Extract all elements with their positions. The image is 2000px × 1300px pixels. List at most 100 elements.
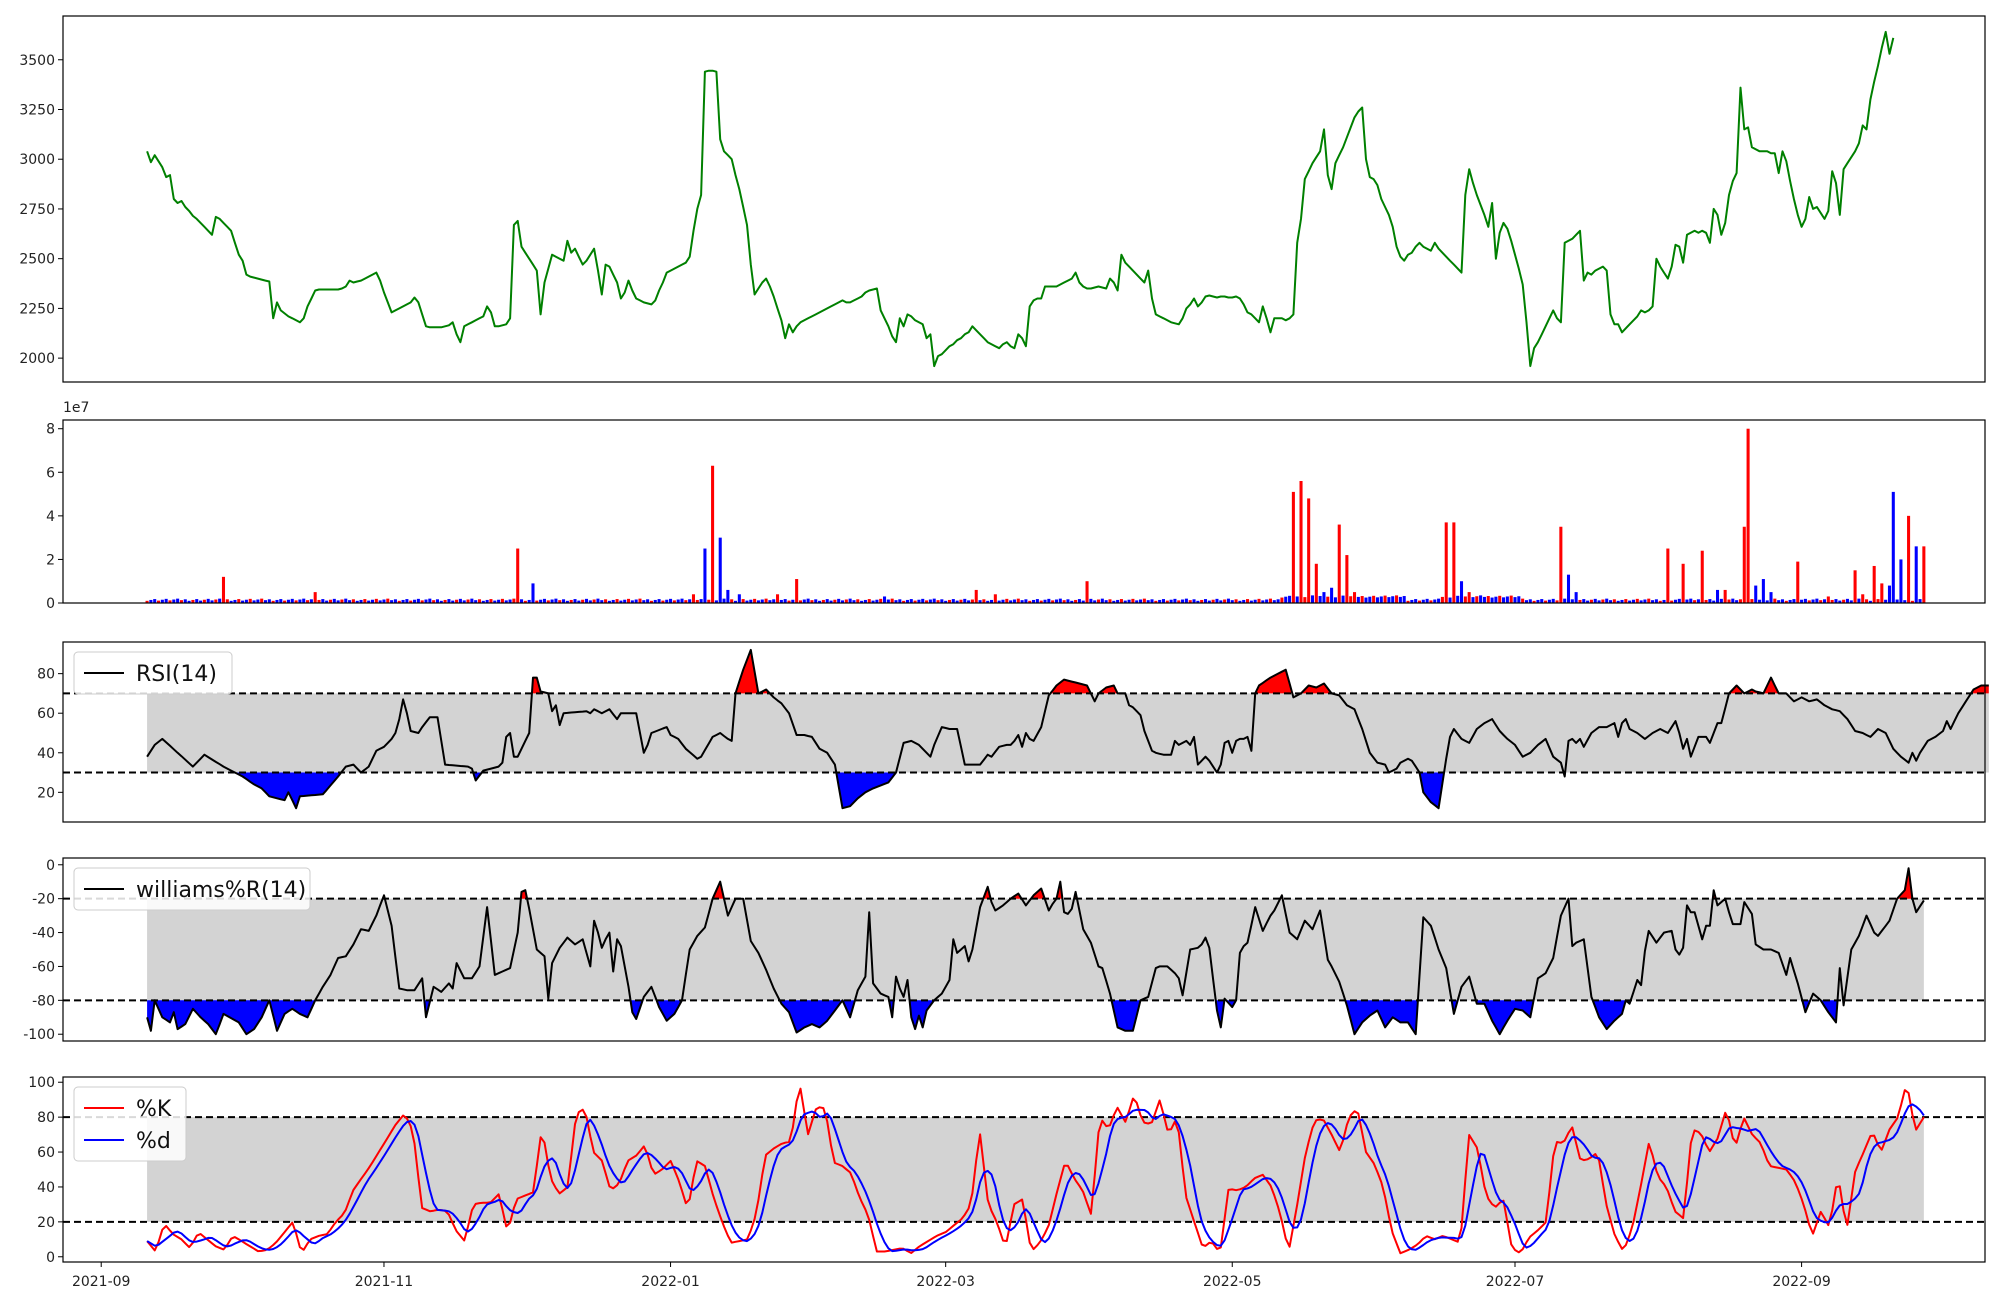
volume-bar [214,599,218,603]
volume-bar [733,600,738,603]
stochastic-ytick-label: 0 [46,1250,55,1266]
volume-bar [1356,596,1360,603]
rsi-ytick-label: 20 [37,785,55,801]
volume-bar [1899,559,1903,603]
volume-bar [1043,599,1047,603]
volume-bar [321,599,325,603]
volume-bar [1792,599,1796,603]
volume-bar [584,598,589,603]
volume-bar [626,598,631,603]
volume-bar [348,600,352,603]
volume-bar [1700,550,1704,603]
volume-bar [489,599,493,603]
volume-bar [286,599,290,603]
volume-panel: 0 2 4 6 8 1e7 [46,400,1986,612]
volume-bar [156,600,161,603]
volume-bar [267,599,271,603]
volume-bar [649,600,653,603]
volume-bar [768,600,772,603]
volume-bar [1265,599,1269,603]
volume-bar [818,600,822,603]
volume-bar [665,599,669,603]
volume-bar [1677,598,1681,603]
volume-bar [634,599,638,603]
volume-bar [1463,596,1467,603]
volume-bar [1119,599,1123,603]
volume-bar [1727,599,1731,603]
price-panel: 2000 2250 2500 2750 3000 3250 3500 [19,15,1986,383]
volume-bar [1039,600,1043,603]
volume-bar [1880,583,1884,603]
volume-bar [263,600,268,603]
volume-bar [1708,599,1712,603]
volume-bar [932,598,936,603]
volume-bar [1211,599,1215,603]
volume-bar [1532,600,1536,603]
volume-bar [879,598,883,603]
volume-bar [756,600,760,603]
volume-bar [1001,599,1005,603]
volume-bar [936,600,940,603]
volume-bar [1704,599,1708,603]
volume-bar [1318,596,1322,603]
volume-bar [1035,599,1039,603]
volume-bar [837,598,841,603]
williams-ytick-label: -80 [32,993,55,1009]
volume-bar [840,600,845,603]
volume-bar [210,600,214,603]
volume-bar [1887,585,1892,603]
volume-bar [779,599,783,603]
volume-bar [455,599,459,603]
volume-bar [1586,600,1590,603]
williams-oversold-fill [269,1000,316,1031]
volume-bar [233,599,237,603]
volume-bar [1559,526,1563,603]
volume-bar [1803,598,1807,603]
volume-bar [1750,599,1754,603]
volume-bar [1249,600,1253,603]
volume-bar [1918,599,1922,603]
volume-bar [1815,598,1819,603]
volume-bar [684,600,688,603]
volume-bar [1673,599,1678,603]
volume-bar [802,599,806,603]
volume-bar [1509,595,1513,603]
volume-bar [886,599,890,603]
volume-bar [1253,599,1257,603]
volume-bar [191,599,195,603]
volume-bar [225,599,229,603]
volume-ytick-label: 0 [46,596,55,612]
volume-bar [1024,599,1028,603]
volume-bar [1467,592,1471,603]
volume-bar [1345,555,1349,603]
volume-bar [611,599,615,603]
volume-bar [1276,599,1280,603]
volume-bar [829,600,833,603]
volume-bar [1398,596,1402,603]
volume-bar [390,600,394,603]
price-ytick-label: 2750 [19,202,55,218]
volume-bar [1574,592,1578,603]
volume-bar [592,599,596,603]
volume-bar [1085,581,1089,603]
volume-bar [1807,600,1811,603]
williams-oversold-fill [1215,1000,1225,1028]
volume-bar [1811,599,1815,603]
volume-bar [1341,595,1345,603]
volume-bar [944,600,948,603]
volume-bar [1192,599,1196,603]
volume-bar [1490,597,1494,603]
x-tick-label: 2022-03 [916,1274,975,1290]
volume-bar [252,600,256,603]
volume-bar [248,598,252,603]
volume-bar [1654,599,1658,603]
volume-bar [1310,595,1315,603]
volume-bar [294,600,298,603]
volume-bar [1139,599,1143,603]
volume-bar [344,598,348,603]
volume-bar [550,599,554,603]
volume-bar [382,599,386,603]
volume-bar [902,600,906,603]
volume-bar [890,598,894,603]
volume-bar [638,598,642,603]
